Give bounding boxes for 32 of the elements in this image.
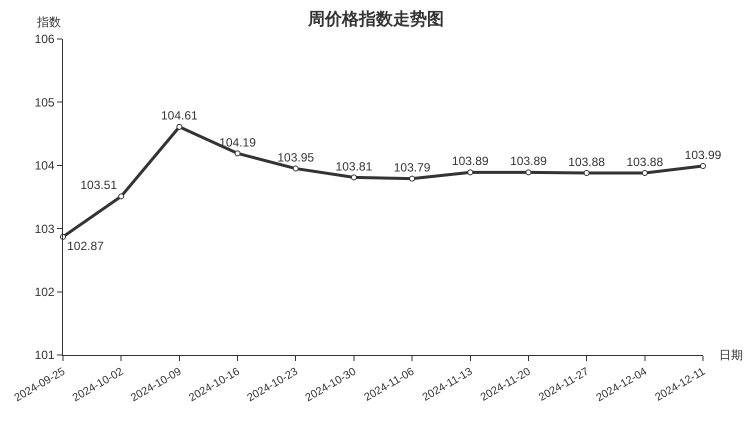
data-label: 103.51 [80, 178, 118, 192]
point [234, 150, 241, 156]
data-label: 102.87 [67, 238, 104, 253]
point [176, 124, 182, 130]
y-tick-label: 102 [34, 285, 55, 299]
y-tick-label: 105 [34, 95, 55, 110]
point [118, 193, 124, 200]
point [467, 169, 474, 176]
data-label: 103.81 [336, 159, 373, 174]
y-tick-label: 101 [34, 348, 55, 362]
data-label: 103.89 [510, 154, 548, 168]
x-axis-title: 日期 [719, 348, 743, 362]
data-label: 103.89 [452, 154, 489, 168]
point [350, 174, 357, 180]
data-label: 104.19 [219, 135, 256, 150]
y-tick-label: 104 [34, 158, 55, 173]
point [584, 170, 590, 176]
point [409, 176, 416, 182]
point [700, 163, 706, 170]
y-axis-title: 指数 [36, 15, 61, 29]
y-tick-label: 103 [34, 222, 55, 236]
chart-title: 周价格指数走势图 [307, 10, 444, 29]
data-label: 103.88 [568, 154, 606, 169]
point [292, 166, 299, 172]
point [642, 170, 648, 176]
y-tick-label: 106 [34, 32, 55, 46]
data-label: 103.95 [277, 150, 314, 164]
data-label: 103.99 [684, 148, 722, 162]
data-label: 103.88 [626, 154, 664, 169]
data-label: 104.61 [161, 108, 198, 123]
data-label: 103.79 [394, 160, 431, 175]
point [525, 169, 532, 176]
